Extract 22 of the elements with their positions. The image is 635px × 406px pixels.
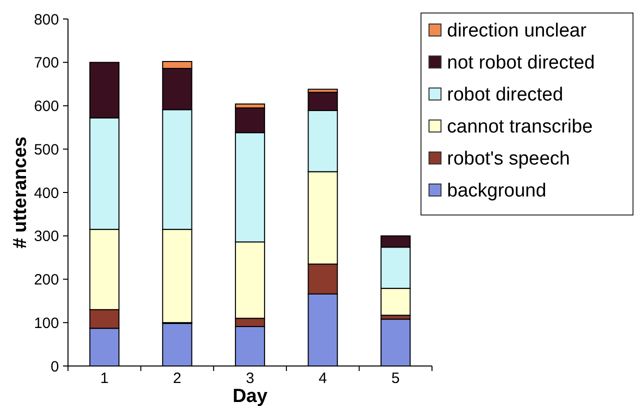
x-tick-label: 2: [173, 370, 182, 387]
legend-label: background: [447, 180, 546, 202]
x-axis-title: Day: [232, 386, 268, 406]
y-tick-label: 0: [50, 358, 59, 376]
y-tick-label: 100: [34, 314, 59, 332]
legend-label: not robot directed: [447, 52, 595, 74]
y-tick-label: 500: [34, 141, 59, 158]
legend-label: robot directed: [447, 84, 564, 106]
x-tick-label: 5: [391, 370, 400, 387]
legend-label: direction unclear: [447, 20, 588, 42]
y-tick-label: 600: [34, 98, 59, 115]
x-tick-label: 4: [318, 370, 327, 387]
y-tick-label: 400: [34, 184, 59, 202]
y-tick-label: 200: [34, 272, 59, 288]
x-tick-label: 1: [100, 370, 109, 387]
y-axis-title: # utterances: [10, 136, 31, 248]
legend-label: robot's speech: [447, 148, 570, 170]
y-tick-label: 700: [34, 54, 59, 72]
legend-label: cannot transcribe: [447, 116, 593, 138]
y-tick-label: 800: [34, 11, 59, 28]
x-tick-label: 3: [246, 370, 254, 387]
y-tick-label: 300: [34, 228, 59, 246]
